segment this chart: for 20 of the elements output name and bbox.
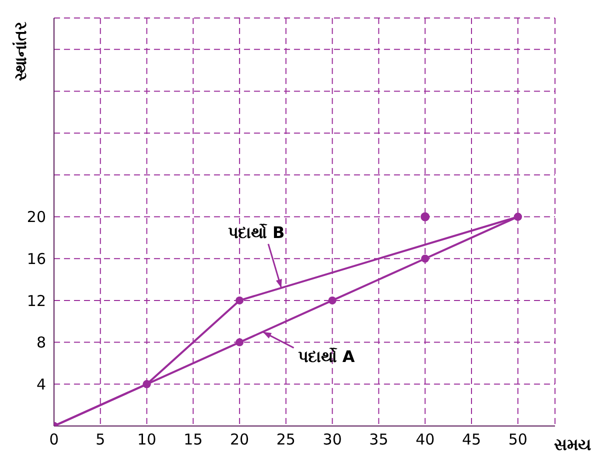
x-tick-label: 45 [462,430,482,449]
y-tick-label: 20 [26,208,46,226]
x-axis-title: સમય [554,435,591,454]
x-tick-label: 15 [184,430,203,449]
text: પદાર્થો B [228,222,285,242]
x-tick-label: 40 [416,430,435,449]
x-tick-label: 20 [230,430,250,449]
y-tick-label: 4 [36,375,46,394]
y-tick-label: 8 [36,334,46,352]
x-tick-label: 25 [276,430,296,449]
x-tick-label: 50 [508,430,528,449]
y-axis-title: સ્થાનાંતર [11,21,30,81]
x-tick-label: 35 [369,430,388,449]
y-tick-label: 12 [26,292,46,310]
x-tick-label: 10 [137,430,156,449]
x-tick-label: 5 [96,430,106,449]
x-tick-label: 30 [322,430,342,449]
series-label: પદાર્થો A [298,346,356,366]
x-tick-label: 0 [49,430,59,449]
y-tick-label: 16 [26,250,46,268]
